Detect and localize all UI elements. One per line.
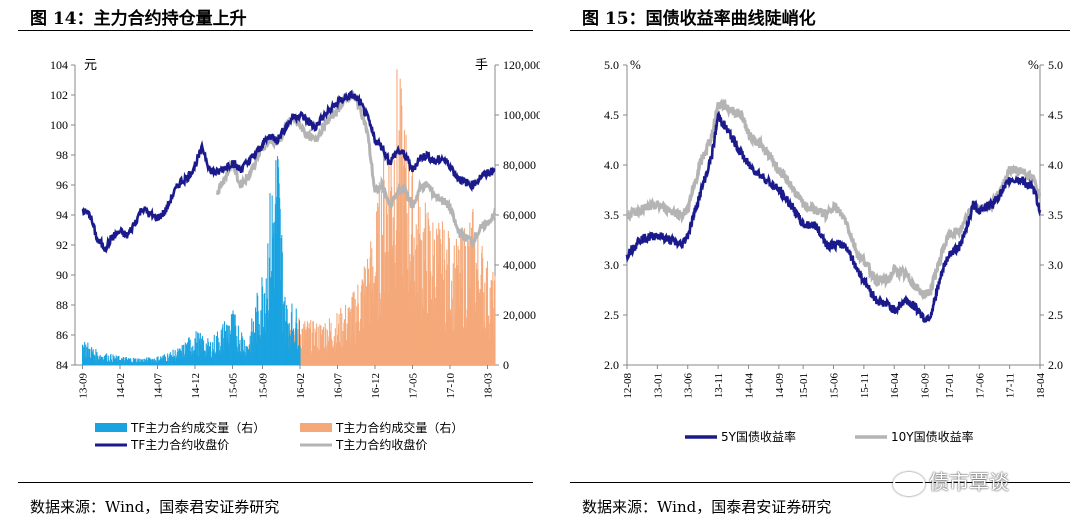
x-tick-label: 17-01 xyxy=(944,373,956,399)
legend-label: TF主力合约收盘价 xyxy=(130,437,229,452)
x-tick-label: 13-06 xyxy=(683,373,695,399)
y-tick-label: 4.5 xyxy=(604,108,619,122)
left-source-note: 数据来源：Wind，国泰君安证券研究 xyxy=(30,498,280,516)
y-tick-label: 3.0 xyxy=(604,258,619,272)
y2-tick-label: 100,000 xyxy=(503,108,540,122)
y-tick-label: 98 xyxy=(56,148,68,162)
x-tick-label: 14-07 xyxy=(153,373,165,399)
legend-label: 5Y国债收益率 xyxy=(721,429,796,444)
y-tick-label: 84 xyxy=(56,358,68,372)
right-plot-area: 2.0 2.5 3.0 3.5 4.0 4.5 5.0 2.0 2.5 3.0 3.5 4.0 4.5 5… xyxy=(604,58,1063,399)
x-tick-label: 16-04 xyxy=(889,373,901,399)
left-legend: TF主力合约成交量（右） T主力合约成交量（右） TF主力合约收盘价 T主力合约收盘价 xyxy=(95,420,463,452)
x-tick-label: 17-11 xyxy=(1005,373,1017,398)
legend-swatch xyxy=(300,423,332,432)
y-tick-label: 3.5 xyxy=(604,208,619,222)
x-tick-label: 16-02 xyxy=(295,373,307,399)
y-tick-label: 102 xyxy=(50,88,68,102)
x-tick-label: 13-01 xyxy=(652,373,664,399)
y-tick-label: 2.0 xyxy=(604,358,619,372)
x-tick-label: 15-06 xyxy=(829,373,841,399)
left-plot-area: 84 86 88 90 92 94 96 98 100 102 104 0 20,000 40,000 60… xyxy=(50,58,540,399)
y-tick-label: 96 xyxy=(56,178,68,192)
legend-label: 10Y国债收益率 xyxy=(891,429,974,444)
right-source-note: 数据来源：Wind，国泰君安证券研究 xyxy=(582,498,832,516)
left-y-unit: 元 xyxy=(84,57,97,72)
legend-swatch xyxy=(95,423,127,432)
right-left-y-unit: % xyxy=(630,57,641,72)
watermark-text: 债市覃谈 xyxy=(929,470,1009,494)
left-figure-title: 图 14：主力合约持仓量上升 xyxy=(30,9,247,29)
tf-volume-area xyxy=(81,156,301,365)
right-figure-title: 图 15：国债收益率曲线陡峭化 xyxy=(582,9,816,29)
right-title-rule xyxy=(570,30,1070,31)
t-volume-area xyxy=(246,69,496,365)
x-tick-label: 18-03 xyxy=(483,373,495,399)
x-tick-label: 15-09 xyxy=(258,373,270,399)
x-tick-label: 12-08 xyxy=(622,373,634,399)
y-tick-label: 5.0 xyxy=(604,58,619,72)
y2-tick-label: 2.0 xyxy=(1048,358,1063,372)
left-title-rule xyxy=(18,30,533,31)
right-y-unit: 手 xyxy=(475,57,488,72)
y-tick-label: 4.0 xyxy=(604,158,619,172)
y2-tick-label: 4.0 xyxy=(1048,158,1063,172)
y-tick-label: 88 xyxy=(56,298,68,312)
x-tick-label: 13-11 xyxy=(713,373,725,398)
x-tick-label: 15-01 xyxy=(798,373,810,399)
legend-label: TF主力合约成交量（右） xyxy=(130,420,265,435)
right-legend: 5Y国债收益率 10Y国债收益率 xyxy=(685,429,974,444)
x-tick-label: 17-05 xyxy=(408,373,420,399)
y2-tick-label: 120,000 xyxy=(503,58,540,72)
y2-tick-label: 40,000 xyxy=(503,258,536,272)
left-bottom-rule xyxy=(18,482,533,483)
y2-tick-label: 0 xyxy=(503,358,509,372)
x-tick-label: 18-04 xyxy=(1035,373,1047,399)
x-tick-label: 15-05 xyxy=(228,373,240,399)
x-tick-label: 14-02 xyxy=(115,373,127,399)
y2-tick-label: 60,000 xyxy=(503,208,536,222)
x-tick-label: 17-10 xyxy=(445,373,457,399)
y2-tick-label: 5.0 xyxy=(1048,58,1063,72)
y-tick-label: 92 xyxy=(56,238,68,252)
x-tick-label: 14-04 xyxy=(743,373,755,399)
legend-label: T主力合约收盘价 xyxy=(335,437,427,452)
x-tick-label: 16-12 xyxy=(370,373,382,399)
x-tick-label: 13-09 xyxy=(78,373,90,399)
x-tick-label: 14-12 xyxy=(190,373,202,399)
x-tick-label: 16-09 xyxy=(920,373,932,399)
y2-tick-label: 80,000 xyxy=(503,158,536,172)
right-chart: % % 2.0 2.5 3.0 3.5 4.0 4.5 5.0 2.0 2.5 3.0 3.5 4.0… xyxy=(604,57,1063,444)
yield-10y-line xyxy=(625,98,1042,301)
y-tick-label: 86 xyxy=(56,328,68,342)
left-chart: 元 手 84 86 88 90 92 94 96 98 100 102 104 0 20,000 40,0… xyxy=(50,57,540,452)
y2-tick-label: 3.5 xyxy=(1048,208,1063,222)
y2-tick-label: 20,000 xyxy=(503,308,536,322)
right-right-y-unit: % xyxy=(1028,57,1039,72)
right-bottom-rule xyxy=(570,482,1070,483)
y-tick-label: 94 xyxy=(56,208,68,222)
x-tick-label: 15-11 xyxy=(859,373,871,398)
yield-5y-line xyxy=(625,110,1042,323)
y2-tick-label: 4.5 xyxy=(1048,108,1063,122)
y-tick-label: 90 xyxy=(56,268,68,282)
tf-price-line xyxy=(81,89,496,254)
y2-tick-label: 3.0 xyxy=(1048,258,1063,272)
x-tick-label: 17-06 xyxy=(974,373,986,399)
y-tick-label: 2.5 xyxy=(604,308,619,322)
x-tick-label: 14-09 xyxy=(774,373,786,399)
wechat-icon xyxy=(893,471,925,496)
legend-label: T主力合约成交量（右） xyxy=(335,420,463,435)
y2-tick-label: 2.5 xyxy=(1048,308,1063,322)
y-tick-label: 100 xyxy=(50,118,68,132)
y-tick-label: 104 xyxy=(50,58,68,72)
x-tick-label: 16-07 xyxy=(333,373,345,399)
watermark: 债市覃谈 xyxy=(893,466,1009,496)
